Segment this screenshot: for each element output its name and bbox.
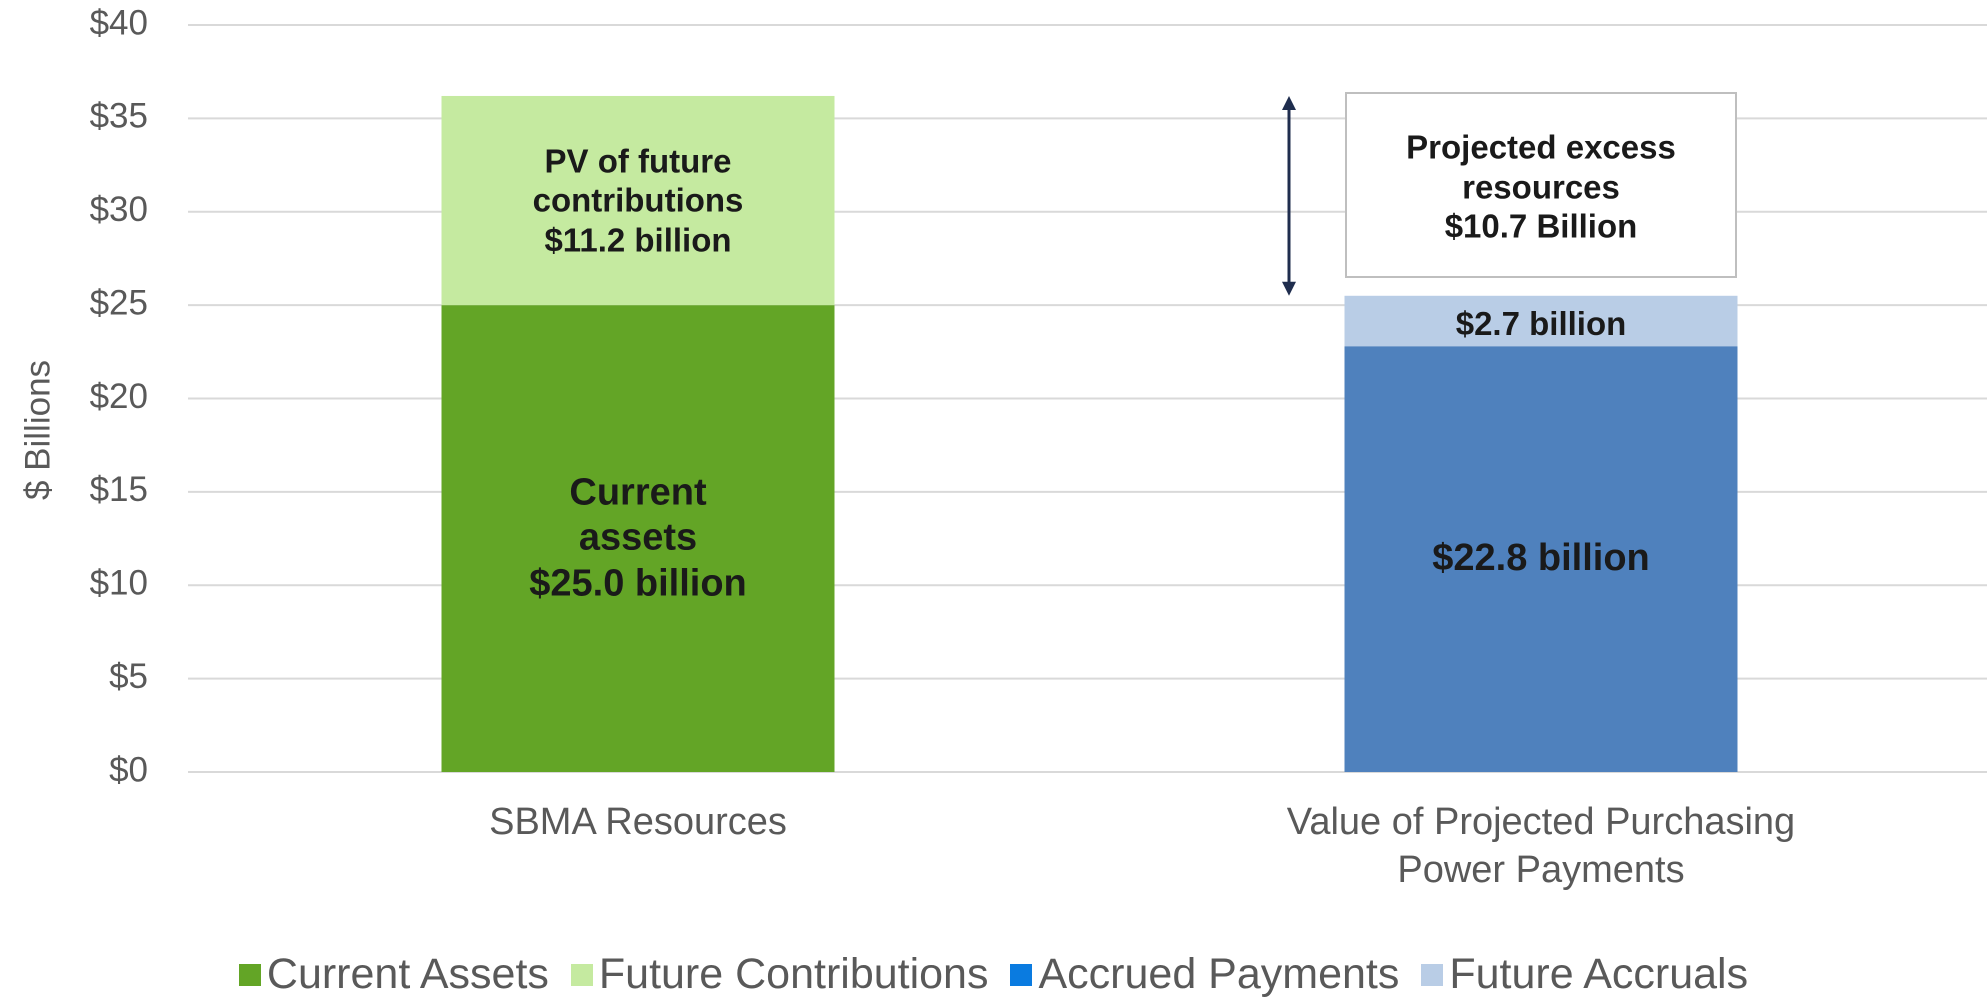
legend-item: Accrued Payments <box>1010 950 1399 999</box>
legend-label: Future Accruals <box>1449 950 1749 998</box>
legend-label: Accrued Payments <box>1038 950 1400 998</box>
legend-swatch <box>570 963 593 986</box>
bar-segment <box>441 305 835 772</box>
y-axis-label: $ Billions <box>18 360 57 500</box>
legend: Current Assets Future Contributions Accrue… <box>0 950 1987 999</box>
legend-label: Current Assets <box>266 950 549 998</box>
y-tick-label: $35 <box>90 97 148 136</box>
legend-item: Current Assets <box>238 950 549 999</box>
bar-segment <box>441 95 835 306</box>
y-tick-label: $0 <box>109 750 148 789</box>
annotation-text: Projected excess resources $10.7 Billion <box>1406 128 1676 245</box>
y-tick-label: $30 <box>90 190 148 229</box>
data-label: $22.8 billion <box>1432 537 1650 580</box>
y-tick-label: $10 <box>90 564 148 603</box>
y-tick-label: $5 <box>109 657 148 696</box>
data-label: Current assets $25.0 billion <box>529 471 747 605</box>
legend-swatch <box>1421 963 1444 986</box>
x-tick-label: Value of Projected Purchasing Power Paym… <box>1286 801 1796 892</box>
data-label: PV of future contributions $11.2 billion <box>532 142 744 259</box>
x-tick-label: SBMA Resources <box>489 801 787 843</box>
y-tick-label: $40 <box>90 3 148 42</box>
annotation-box <box>1345 92 1737 278</box>
legend-item: Future Contributions <box>570 950 989 999</box>
y-tick-label: $20 <box>90 377 148 416</box>
y-tick-label: $15 <box>90 470 148 509</box>
y-tick-label: $25 <box>90 283 148 322</box>
legend-item: Future Accruals <box>1421 950 1748 999</box>
bar-segment <box>1344 295 1738 347</box>
data-label: $2.7 billion <box>1455 305 1627 343</box>
legend-swatch <box>238 963 261 986</box>
legend-swatch <box>1010 963 1033 986</box>
bar-segment <box>1344 346 1738 772</box>
legend-label: Future Contributions <box>598 950 989 998</box>
